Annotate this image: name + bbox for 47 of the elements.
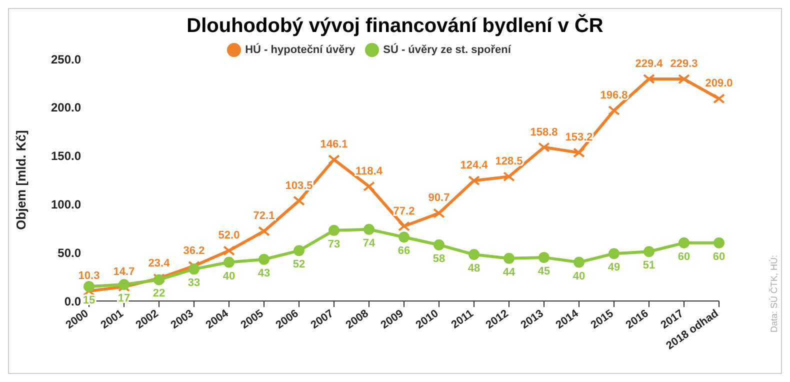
x-tick-label: 2011	[449, 308, 476, 332]
data-label: 49	[608, 262, 620, 274]
data-label: 36.2	[183, 244, 205, 257]
data-label: 66	[398, 245, 410, 258]
data-label: 128.5	[495, 156, 523, 168]
data-label: 90.7	[428, 192, 450, 204]
data-label: 124.4	[460, 160, 489, 172]
y-tick-label: 100.0	[50, 197, 82, 212]
data-label: 43	[258, 267, 270, 280]
data-label: 146.1	[320, 138, 348, 151]
y-tick-label: 150.0	[50, 149, 82, 164]
data-label: 15	[82, 294, 96, 306]
data-label: 23.4	[148, 257, 171, 270]
data-label: 118.4	[356, 165, 384, 178]
data-label: 52	[292, 258, 306, 271]
data-label: 73	[328, 238, 340, 250]
data-label: 10.3	[78, 270, 100, 282]
data-label: 229.4	[635, 58, 664, 70]
data-label: 77.2	[393, 205, 415, 218]
y-tick-label: 250.0	[50, 52, 82, 66]
chart-title: Dlouhodobý vývoj financování bydlení v ČR	[186, 15, 604, 39]
data-label: 158.8	[530, 126, 558, 138]
data-label: 40	[572, 270, 586, 282]
data-label: 51	[642, 260, 656, 272]
data-label: 48	[468, 262, 480, 275]
data-label: 22	[152, 288, 166, 300]
legend-label: HÚ - hypoteční úvěry	[245, 44, 356, 56]
y-axis-title: Objem [mld. Kč]	[14, 130, 29, 230]
y-tick-label: 0.0	[64, 294, 82, 308]
y-tick-label: 50.0	[58, 246, 82, 260]
data-label: 72.1	[253, 210, 275, 222]
data-label: 40	[222, 270, 236, 282]
text: Data: SÚ ČTK, HÚ:	[769, 255, 779, 333]
data-label: 52.0	[218, 230, 240, 242]
y-tick-label: 200.0	[50, 100, 82, 115]
data-label: 209.0	[705, 78, 733, 90]
data-label: 58	[432, 252, 446, 265]
data-label: 60	[712, 250, 726, 263]
data-label: 229.3	[670, 58, 698, 70]
data-label: 33	[188, 277, 200, 290]
legend-label: SÚ - úvěry ze st. spoření	[383, 44, 511, 56]
data-label: 45	[538, 265, 550, 278]
data-label: 74	[362, 237, 376, 250]
data-label: 60	[678, 250, 690, 263]
data-label: 44	[502, 266, 516, 278]
data-label: 14.7	[113, 266, 135, 278]
data-label: 196.8	[600, 90, 628, 102]
